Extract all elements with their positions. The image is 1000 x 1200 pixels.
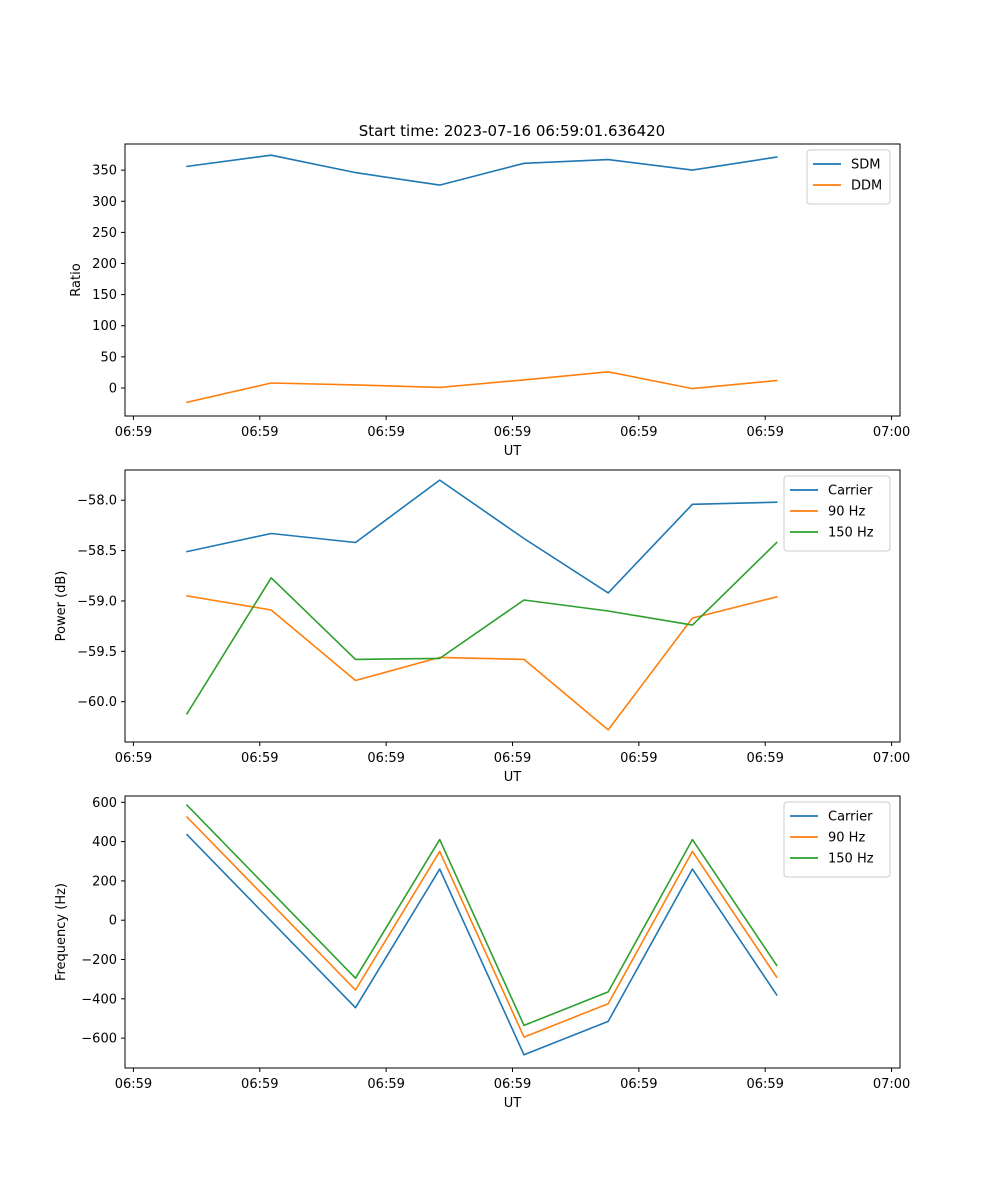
frequency-xtick-label: 07:00 [873, 1077, 910, 1092]
legend-label-carrier: Carrier [828, 484, 873, 499]
ratio-ytick-label: 100 [92, 319, 117, 334]
ratio-series [186, 154, 778, 404]
frequency-xtick-label: 06:59 [241, 1077, 278, 1092]
ratio-x-axis-label: UT [504, 444, 522, 459]
ratio-ytick-label: 0 [109, 381, 117, 396]
power-xtick-label: 06:59 [620, 751, 657, 766]
figure-title: Start time: 2023-07-16 06:59:01.636420 [359, 122, 665, 140]
power-legend: Carrier 90 Hz 150 Hz [783, 475, 891, 552]
legend-label-90hz: 90 Hz [828, 505, 865, 520]
chart-power: −60.0 −59.5 −59.0 −58.5 −58.0 06:59 06:5… [54, 469, 911, 785]
frequency-ytick-labels: −600 −400 −200 0 200 400 600 [81, 796, 117, 1047]
power-xtick-label: 07:00 [873, 751, 910, 766]
ratio-xtick-label: 06:59 [620, 425, 657, 440]
power-y-axis-label: Power (dB) [54, 571, 69, 642]
frequency-xtick-label: 06:59 [367, 1077, 404, 1092]
ratio-xtick-label: 06:59 [241, 425, 278, 440]
ratio-ytick-label: 50 [100, 350, 117, 365]
frequency-series-carrier [185, 833, 778, 1056]
power-ytick-label: −60.0 [77, 695, 117, 710]
frequency-xtick-labels: 06:59 06:59 06:59 06:59 06:59 06:59 07:0… [115, 1077, 911, 1092]
power-ytick-label: −58.0 [77, 494, 117, 509]
power-xtick-label: 06:59 [746, 751, 783, 766]
power-series-150-hz [185, 541, 778, 715]
frequency-x-axis-label: UT [504, 1096, 522, 1111]
frequency-series-90-hz [185, 815, 778, 1038]
ratio-xtick-label: 06:59 [115, 425, 152, 440]
power-ytick-label: −58.5 [77, 544, 117, 559]
frequency-xtick-label: 06:59 [746, 1077, 783, 1092]
frequency-xtick-label: 06:59 [620, 1077, 657, 1092]
power-series [185, 479, 778, 731]
ratio-ytick-label: 250 [92, 226, 117, 241]
ratio-xtick-labels: 06:59 06:59 06:59 06:59 06:59 06:59 07:0… [115, 425, 911, 440]
ratio-ytick-label: 200 [92, 257, 117, 272]
power-xtick-label: 06:59 [494, 751, 531, 766]
ratio-xtick-label: 07:00 [873, 425, 910, 440]
power-ytick-labels: −60.0 −59.5 −59.0 −58.5 −58.0 [77, 494, 117, 710]
legend-label-ddm: DDM [851, 179, 882, 194]
frequency-ytick-label: −200 [81, 953, 117, 968]
ratio-xtick-label: 06:59 [494, 425, 531, 440]
power-xtick-labels: 06:59 06:59 06:59 06:59 06:59 06:59 07:0… [115, 751, 911, 766]
legend-label-90hz: 90 Hz [828, 831, 865, 846]
ratio-ytick-label: 300 [92, 195, 117, 210]
frequency-series-150-hz [185, 804, 778, 1027]
frequency-ytick-label: −400 [81, 992, 117, 1007]
frequency-y-axis-label: Frequency (Hz) [54, 883, 69, 981]
ratio-y-axis-label: Ratio [69, 263, 84, 296]
chart-frequency: −600 −400 −200 0 200 400 600 06:59 06:59… [54, 795, 911, 1111]
ratio-ytick-labels: 0 50 100 150 200 250 300 350 [92, 164, 117, 397]
frequency-ytick-label: 200 [92, 874, 117, 889]
power-series-90-hz [186, 594, 778, 731]
legend-label-150hz: 150 Hz [828, 852, 874, 867]
ratio-series-ddm [186, 370, 778, 404]
frequency-ytick-label: 400 [92, 835, 117, 850]
frequency-xtick-label: 06:59 [115, 1077, 152, 1092]
power-ytick-label: −59.5 [77, 645, 117, 660]
ratio-xtick-label: 06:59 [746, 425, 783, 440]
legend-label-150hz: 150 Hz [828, 526, 874, 541]
ratio-ytick-label: 150 [92, 288, 117, 303]
ratio-ytick-label: 350 [92, 164, 117, 179]
power-xtick-label: 06:59 [115, 751, 152, 766]
frequency-legend: Carrier 90 Hz 150 Hz [783, 801, 891, 878]
power-xtick-label: 06:59 [241, 751, 278, 766]
frequency-ytick-label: 0 [109, 914, 117, 929]
power-xtick-label: 06:59 [367, 751, 404, 766]
legend-label-sdm: SDM [851, 158, 880, 173]
frequency-ytick-label: −600 [81, 1032, 117, 1047]
power-x-axis-label: UT [504, 770, 522, 785]
frequency-xtick-label: 06:59 [494, 1077, 531, 1092]
chart-ratio: 0 50 100 150 200 250 300 350 06:59 06:59… [69, 143, 911, 459]
ratio-xtick-label: 06:59 [367, 425, 404, 440]
frequency-ytick-label: 600 [92, 796, 117, 811]
ratio-legend: SDM DDM [806, 149, 891, 205]
power-ytick-label: −59.0 [77, 594, 117, 609]
ratio-series-sdm [186, 154, 778, 186]
power-series-carrier [186, 479, 778, 594]
legend-label-carrier: Carrier [828, 810, 873, 825]
frequency-series [185, 804, 778, 1056]
